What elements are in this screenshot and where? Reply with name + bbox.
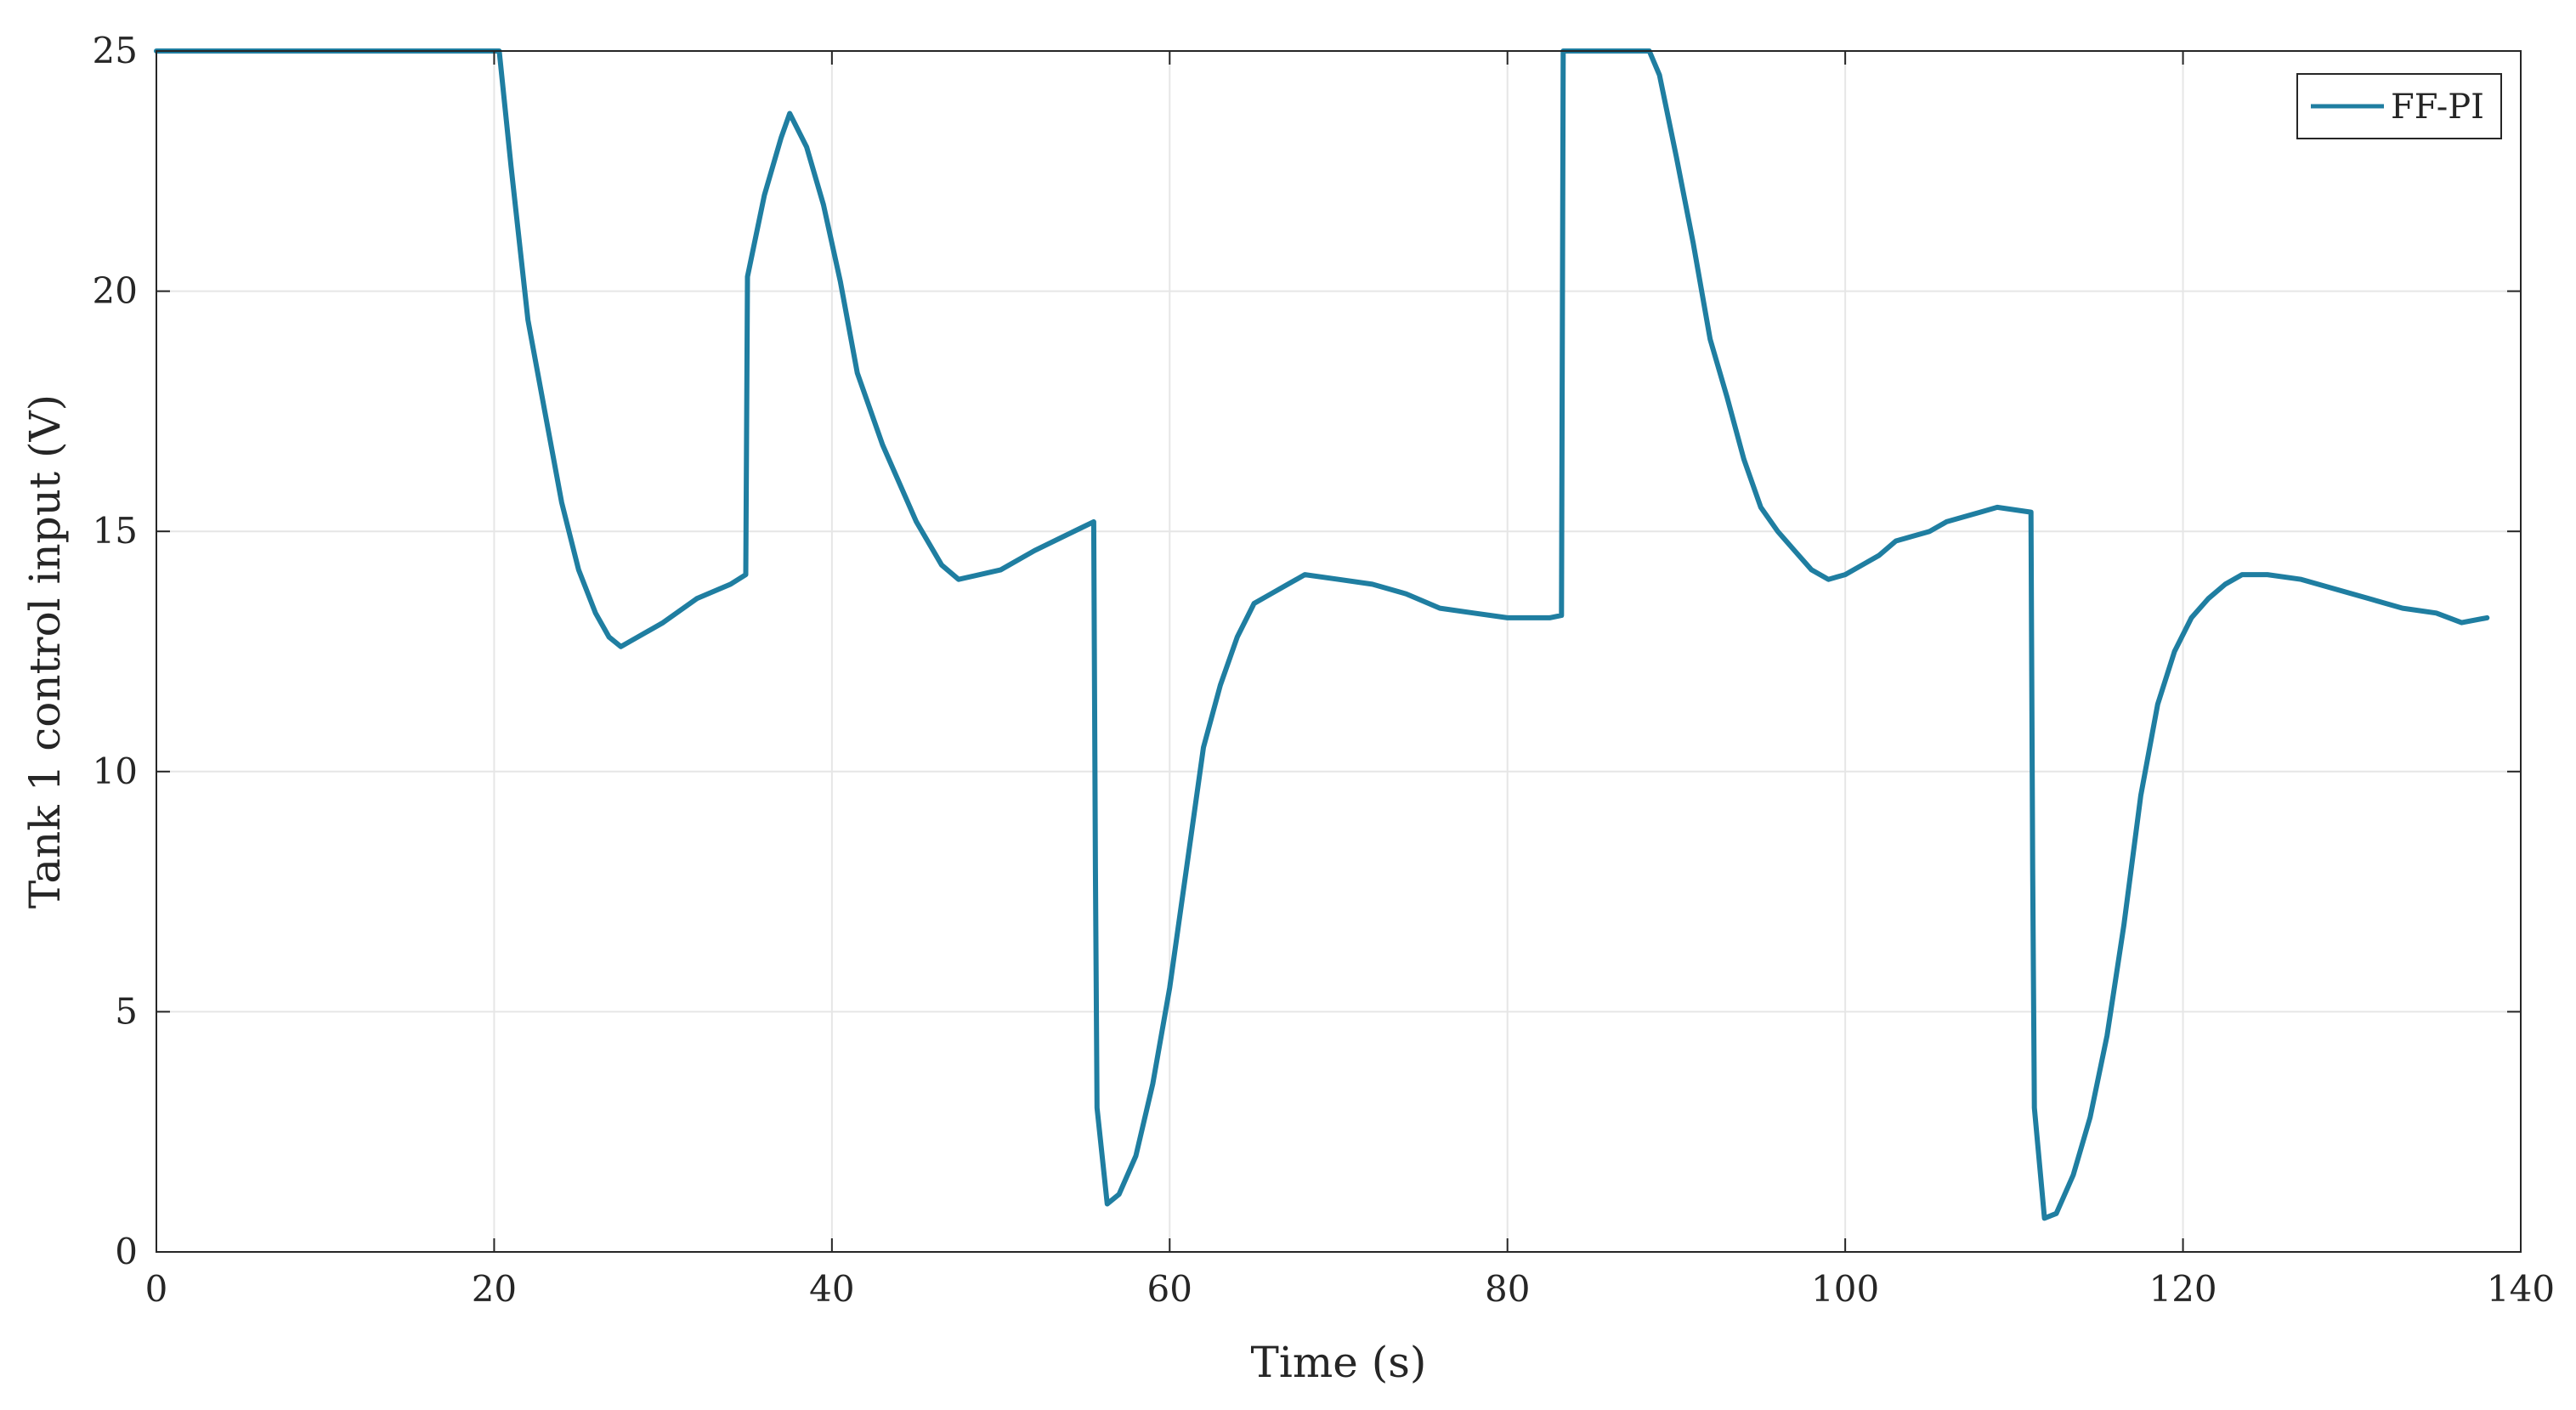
grid-layer bbox=[156, 51, 2521, 1252]
x-tick-label: 120 bbox=[2149, 1268, 2216, 1310]
tick-layer: 0 20 40 60 80 100 120 140 0 5 10 15 20 25 bbox=[93, 30, 2556, 1310]
legend-label-ff-pi: FF-PI bbox=[2391, 88, 2484, 127]
x-tick-label: 60 bbox=[1147, 1268, 1192, 1310]
y-tick-label: 25 bbox=[93, 30, 138, 71]
x-tick-label: 0 bbox=[145, 1268, 168, 1310]
series-layer bbox=[154, 48, 2490, 1221]
y-tick-label: 5 bbox=[115, 990, 138, 1032]
x-tick-label: 40 bbox=[809, 1268, 854, 1310]
x-tick-label: 140 bbox=[2487, 1268, 2555, 1310]
y-tick-label: 20 bbox=[93, 270, 138, 312]
x-tick-label: 100 bbox=[1811, 1268, 1879, 1310]
legend: FF-PI bbox=[2296, 73, 2502, 139]
axes-box bbox=[156, 50, 2522, 1253]
x-axis-label: Time (s) bbox=[1251, 1338, 1427, 1387]
x-tick-label: 20 bbox=[472, 1268, 517, 1310]
series-line-ff-pi bbox=[154, 48, 2490, 1221]
x-tick-label: 80 bbox=[1485, 1268, 1530, 1310]
y-tick-label: 15 bbox=[93, 510, 138, 552]
y-tick-label: 10 bbox=[93, 750, 138, 792]
y-tick-label: 0 bbox=[115, 1231, 138, 1272]
axes-layer bbox=[156, 50, 2522, 1253]
y-axis-label: Tank 1 control input (V) bbox=[20, 394, 70, 909]
